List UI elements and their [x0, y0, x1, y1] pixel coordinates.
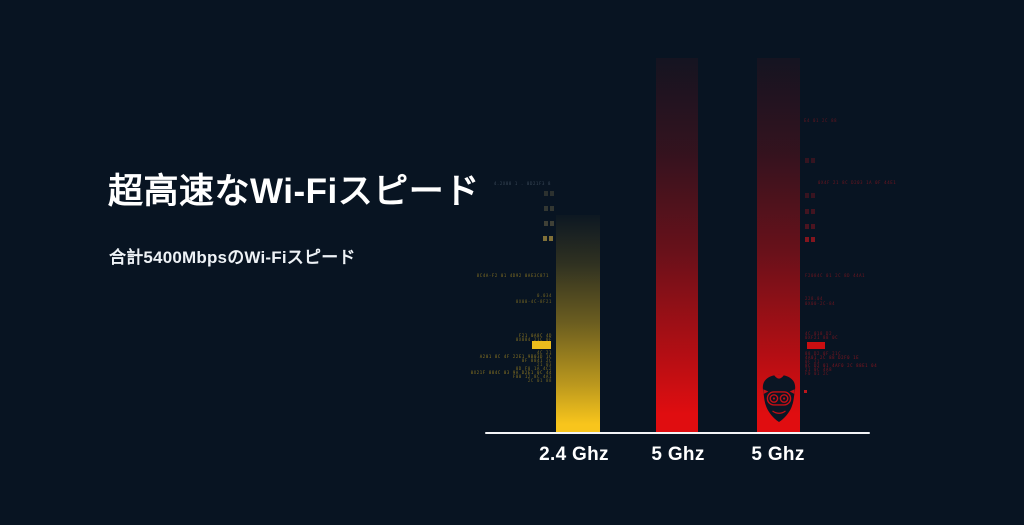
axis-label-2-4ghz: 2.4 Ghz — [539, 444, 609, 465]
axis-label-5ghz-1: 5 Ghz — [651, 444, 705, 465]
page-subtitle: 合計5400MbpsのWi-Fiスピード — [109, 248, 356, 267]
gamer-beard-mascot-icon — [762, 374, 795, 423]
bar-5ghz-2 — [757, 58, 800, 433]
x-axis-line — [485, 432, 870, 434]
page-title: 超高速なWi-Fiスピード — [108, 172, 480, 211]
bar-2-4ghz — [556, 215, 600, 433]
axis-label-5ghz-2: 5 Ghz — [751, 444, 805, 465]
bar-5ghz-1 — [656, 58, 698, 433]
